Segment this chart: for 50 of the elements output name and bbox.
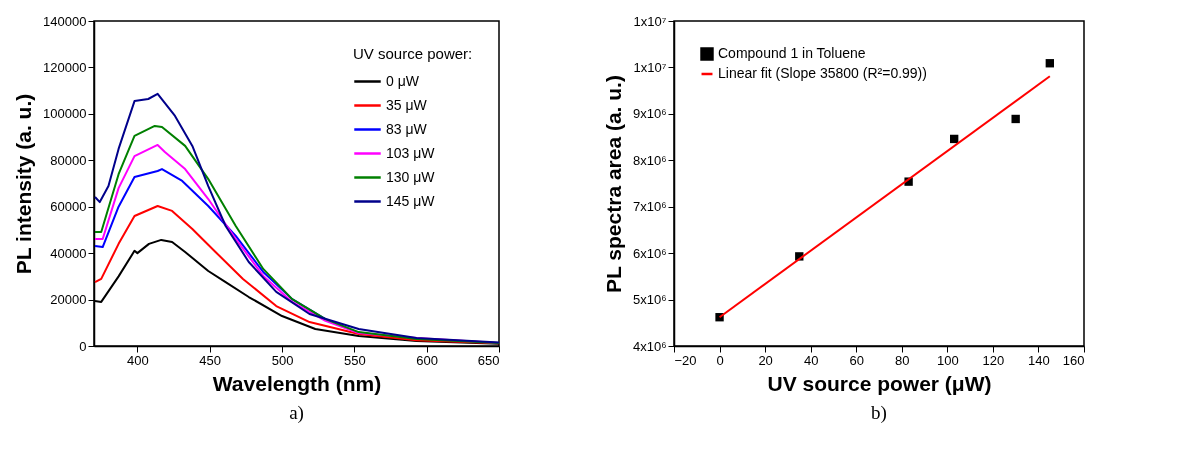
y-tick-label: 6x10⁶ (632, 245, 667, 261)
x-tick-label: 140 (1028, 352, 1050, 368)
legend-title: UV source power: (353, 45, 473, 62)
y-tick-label: 4x10⁶ (632, 338, 667, 354)
x-axis-title: UV source power (μW) (767, 371, 992, 395)
x-tick-label: −20 (674, 352, 697, 368)
y-tick-label: 5x10⁶ (632, 292, 667, 308)
x-tick-label: 500 (271, 352, 294, 368)
y-tick-label: 120000 (43, 59, 87, 75)
y-tick-label: 100000 (43, 106, 87, 122)
x-tick-label: 600 (416, 352, 439, 368)
y-tick-label: 140000 (43, 13, 87, 29)
point (1045, 59, 1055, 68)
legend-label: 145 μW (386, 192, 436, 209)
x-tick-label: 80 (895, 352, 910, 368)
legend-label: 83 μW (386, 120, 428, 137)
y-tick-label: 7x10⁶ (632, 199, 667, 215)
legend-label: Linear fit (Slope 35800 (R²=0.99)) (718, 65, 927, 81)
x-tick-label: 650 (477, 352, 500, 368)
x-axis-title: Wavelength (nm) (212, 371, 382, 395)
y-tick-label: 60000 (50, 199, 87, 215)
legend-label: 0 μW (386, 72, 420, 89)
x-tick-label: 20 (758, 352, 773, 368)
x-tick-label: 60 (849, 352, 864, 368)
y-tick-label: 80000 (50, 152, 87, 168)
x-tick-label: 0 (716, 352, 724, 368)
y-tick-label: 8x10⁶ (632, 152, 667, 168)
y-tick-label: 20000 (50, 292, 87, 308)
legend-label: 103 μW (386, 144, 436, 161)
text: b) (871, 402, 887, 424)
x-tick-label: 550 (344, 352, 366, 368)
point (1011, 114, 1020, 124)
x-tick-label: 450 (199, 352, 222, 368)
x-tick-label: 120 (982, 352, 1005, 368)
x-tick-label: 40 (803, 352, 819, 368)
legend-label: 130 μW (386, 168, 436, 185)
legend-label: Compound 1 in Toluene (718, 45, 866, 61)
y-tick-label: 1x10⁷ (633, 13, 667, 29)
y-tick-label: 1x10⁷ (633, 59, 667, 75)
y-tick-label: 9x10⁶ (632, 106, 667, 122)
text: a) (289, 402, 304, 424)
x-tick-label: 400 (127, 352, 149, 368)
y-axis-title: PL intensity (a. u.) (12, 93, 36, 275)
y-tick-label: 0 (79, 338, 87, 354)
x-tick-label: 100 (936, 352, 959, 368)
y-tick-label: 40000 (50, 245, 87, 261)
x-tick-label: 160 (1062, 352, 1085, 368)
y-axis-title: PL spectra area (a. u.) (601, 75, 625, 293)
point (949, 134, 959, 144)
legend-label: 35 μW (386, 96, 428, 113)
